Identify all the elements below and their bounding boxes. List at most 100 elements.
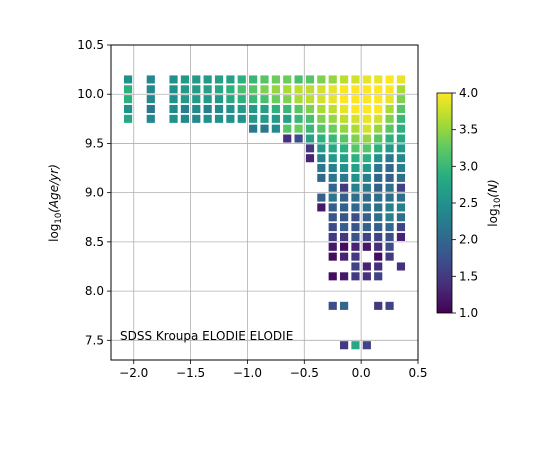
heatmap-cell [351, 272, 360, 281]
heatmap-cell [317, 114, 326, 123]
heatmap-cell [396, 203, 406, 212]
heatmap-cell [305, 85, 315, 94]
colorbar-tick-label: 2.5 [459, 196, 478, 210]
heatmap-cell [237, 114, 246, 123]
heatmap-cell [317, 164, 326, 173]
heatmap-cell [351, 213, 360, 222]
heatmap-cell [339, 213, 349, 222]
heatmap-cell [226, 75, 235, 84]
heatmap-cell [339, 134, 349, 143]
heatmap-cell [374, 104, 383, 114]
heatmap-cell [351, 164, 360, 173]
heatmap-cell [237, 104, 246, 114]
heatmap-cell [294, 95, 303, 104]
y-tick-label: 10.5 [77, 38, 104, 52]
heatmap-cell [146, 85, 155, 94]
heatmap-cell [362, 272, 371, 281]
heatmap-cell [260, 85, 269, 94]
heatmap-cell [362, 114, 371, 123]
heatmap-cell [169, 104, 178, 114]
heatmap-cell [169, 95, 178, 104]
heatmap-cell [260, 124, 269, 133]
heatmap-cell [396, 183, 406, 192]
heatmap-cell [123, 114, 133, 123]
heatmap-cell [237, 95, 246, 104]
heatmap-cell [146, 95, 155, 104]
colorbar-tick-label: 3.0 [459, 159, 478, 173]
heatmap-cell [385, 124, 394, 133]
heatmap-cell [260, 114, 269, 123]
heatmap-cell [385, 95, 394, 104]
heatmap-cell [328, 213, 337, 222]
heatmap-cell [374, 114, 383, 123]
heatmap-cell [396, 193, 406, 202]
heatmap-cell [328, 154, 337, 163]
heatmap-cell [396, 114, 406, 123]
colorbar-tick-label: 1.5 [459, 269, 478, 283]
heatmap-cell [192, 95, 201, 104]
heatmap-cell [283, 95, 292, 104]
heatmap-cell [260, 95, 269, 104]
heatmap-cell [339, 114, 349, 123]
heatmap-cell [249, 85, 258, 94]
heatmap-cell [146, 104, 155, 114]
heatmap-cell [385, 85, 394, 94]
heatmap-cell [362, 85, 371, 94]
heatmap-cell [351, 203, 360, 212]
x-axis-ticks: −2.0 −1.5 −1.0 −0.5 0.0 0.5 [119, 360, 428, 380]
heatmap-cell [362, 144, 371, 153]
colorbar-label: log10(N) [486, 179, 503, 226]
heatmap-cell [385, 232, 394, 241]
colorbar [436, 92, 453, 314]
heatmap-cell [362, 213, 371, 222]
y-tick-label: 9.0 [85, 186, 104, 200]
y-tick-label: 8.5 [85, 235, 104, 249]
heatmap-cell [328, 252, 337, 261]
heatmap-cell [339, 223, 349, 232]
heatmap-cell [396, 124, 406, 133]
heatmap-cell [385, 104, 394, 114]
heatmap-cell [374, 154, 383, 163]
heatmap-cell [362, 262, 371, 271]
heatmap-cell [339, 193, 349, 202]
heatmap-cell [362, 341, 371, 350]
heatmap-cell [328, 104, 337, 114]
heatmap-cell [283, 85, 292, 94]
heatmap-cell [351, 95, 360, 104]
heatmap-cell [374, 164, 383, 173]
heatmap-cell [226, 114, 235, 123]
heatmap-cell [169, 75, 178, 84]
y-axis-ticks: 7.5 8.0 8.5 9.0 9.5 10.0 10.5 [77, 38, 111, 347]
y-tick-label: 10.0 [77, 87, 104, 101]
heatmap-cell [396, 134, 406, 143]
heatmap-cell [180, 95, 190, 104]
colorbar-label-sub: 10 [493, 198, 503, 209]
heatmap-cell [362, 183, 371, 192]
heatmap-cell [385, 173, 394, 182]
heatmap-cell [362, 75, 371, 84]
heatmap-cell [317, 154, 326, 163]
heatmap-cell [339, 232, 349, 241]
heatmap-cell [351, 104, 360, 114]
heatmap-cell [328, 232, 337, 241]
heatmap-cell [385, 193, 394, 202]
y-axis-label-sub: 10 [54, 213, 64, 224]
heatmap-cell [351, 144, 360, 153]
heatmap-cell [385, 114, 394, 123]
heatmap-cell [305, 95, 315, 104]
heatmap-cell [351, 114, 360, 123]
heatmap-cell [305, 114, 315, 123]
heatmap-cell [294, 104, 303, 114]
heatmap-cell [123, 95, 133, 104]
heatmap-cell [169, 85, 178, 94]
heatmap-cell [146, 75, 155, 84]
heatmap-cell [374, 85, 383, 94]
heatmap-cell [351, 242, 360, 251]
heatmap-cell [328, 164, 337, 173]
y-tick-label: 8.0 [85, 284, 104, 298]
heatmap-cell [328, 272, 337, 281]
heatmap-cell [362, 164, 371, 173]
heatmap-cell [339, 85, 349, 94]
heatmap-cell [351, 75, 360, 84]
heatmap-cell [396, 213, 406, 222]
